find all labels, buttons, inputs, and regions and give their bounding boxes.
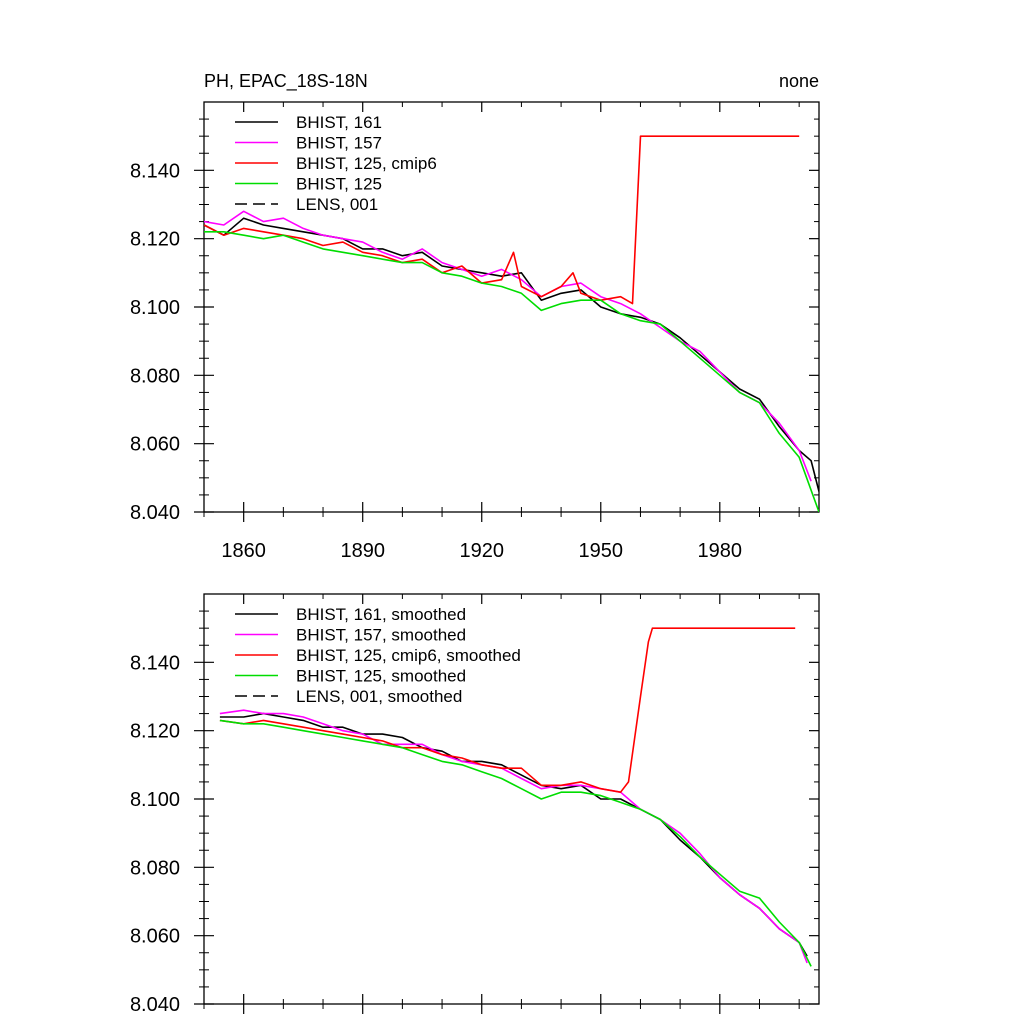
legend-label-2: BHIST, 157 (296, 134, 382, 153)
x-tick-label: 1920 (459, 540, 504, 562)
x-tick-label: 1950 (579, 540, 624, 562)
x-tick-label: 1890 (340, 540, 385, 562)
y-tick-label: 8.060 (130, 434, 180, 456)
series-line-2 (204, 210, 812, 482)
legend-label-5: LENS, 001 (296, 195, 378, 214)
legend-label-3: BHIST, 125, cmip6, smoothed (296, 646, 521, 665)
legend-label-1: BHIST, 161, smoothed (296, 605, 466, 624)
legend-label-4: BHIST, 125 (296, 175, 382, 194)
y-tick-label: 8.100 (130, 789, 180, 811)
chart-title: PH, EPAC_18S-18N (204, 71, 368, 92)
series-line-4 (219, 719, 812, 967)
legend-label-3: BHIST, 125, cmip6 (296, 154, 437, 173)
series-line-2 (219, 709, 808, 964)
legend-label-4: BHIST, 125, smoothed (296, 667, 466, 686)
series-line-3 (204, 135, 800, 305)
chart-panel-2: 8.040 8.060 8.080 8.100 8.120 8.140 BHIST, 161… (130, 593, 820, 1016)
y-tick-label: 8.060 (130, 926, 180, 948)
x-tick-label: 1860 (221, 540, 266, 562)
y-tick-label: 8.040 (130, 994, 180, 1016)
y-tick-label: 8.140 (130, 160, 180, 182)
chart-right-title: none (779, 71, 819, 91)
x-tick-label: 1980 (698, 540, 743, 562)
y-tick-label: 8.140 (130, 652, 180, 674)
y-tick-label: 8.120 (130, 229, 180, 251)
y-tick-label: 8.040 (130, 502, 180, 524)
chart-panel-1: 1860 1890 1920 1950 1980 8.040 8.060 8.080 8.100… (130, 71, 820, 562)
series-line-1 (219, 712, 808, 957)
series-line-4 (204, 231, 819, 512)
series-line-3 (219, 627, 796, 794)
y-tick-label: 8.100 (130, 297, 180, 319)
y-tick-label: 8.120 (130, 721, 180, 743)
legend-label-5: LENS, 001, smoothed (296, 687, 462, 706)
y-tick-label: 8.080 (130, 365, 180, 387)
legend-label-1: BHIST, 161 (296, 113, 382, 132)
y-tick-label: 8.080 (130, 857, 180, 879)
series-line-1 (204, 217, 819, 492)
legend-label-2: BHIST, 157, smoothed (296, 626, 466, 645)
